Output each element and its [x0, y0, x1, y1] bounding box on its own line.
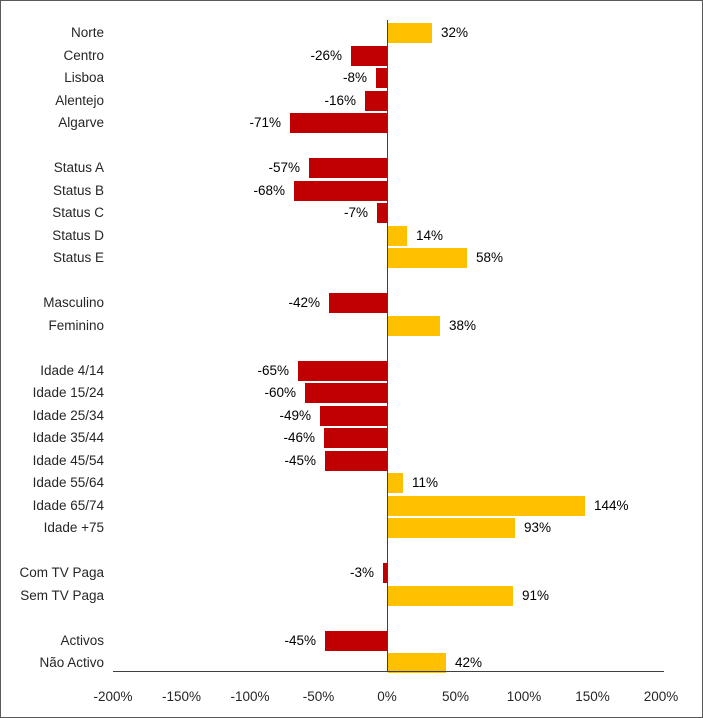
bar-value-label: -16%	[324, 92, 356, 108]
bar-idade-15-24[interactable]	[305, 383, 387, 403]
bar-value-label: 11%	[412, 475, 439, 490]
category-label: Status C	[52, 205, 104, 220]
category-label: Idade 45/54	[32, 452, 104, 468]
x-tick-label: 0%	[377, 689, 397, 704]
category-label: Alentejo	[55, 92, 104, 108]
category-label: Idade 15/24	[32, 385, 104, 400]
bar-centro[interactable]	[351, 45, 387, 66]
x-tick-label: -50%	[302, 689, 335, 704]
category-label: Não Activo	[39, 655, 104, 670]
x-tick-label: 100%	[506, 689, 542, 704]
category-label: Idade +75	[43, 520, 104, 535]
category-label: Idade 65/74	[32, 497, 104, 513]
category-label: Lisboa	[64, 70, 104, 85]
bar-alentejo[interactable]	[365, 90, 387, 111]
bar-value-label: 93%	[524, 520, 552, 535]
bar-value-label: 42%	[455, 655, 483, 670]
bar-idade-55-64[interactable]	[388, 473, 403, 493]
bar-value-label: -65%	[257, 362, 289, 378]
bar-value-label: 38%	[449, 317, 477, 333]
bar-idade-45-54[interactable]	[325, 450, 387, 471]
bar-value-label: -46%	[283, 430, 315, 445]
bar-idade-35-44[interactable]	[324, 428, 387, 448]
x-tick-label: -100%	[230, 689, 270, 704]
category-label: Norte	[70, 25, 104, 40]
bar-value-label: -57%	[268, 160, 300, 175]
category-label: Status B	[52, 182, 104, 198]
x-tick-label: 200%	[643, 689, 679, 704]
bar-status-a[interactable]	[309, 158, 387, 178]
category-label: Idade 25/34	[32, 407, 104, 423]
bar-masculino[interactable]	[329, 293, 387, 313]
bar-idade-25-34[interactable]	[320, 405, 387, 426]
bar-status-e[interactable]	[388, 248, 467, 268]
category-label: Centro	[63, 47, 104, 63]
category-label: Com TV Paga	[19, 565, 104, 580]
category-label: Idade 4/14	[40, 362, 104, 378]
category-label: Sem TV Paga	[20, 587, 104, 603]
bar-lisboa[interactable]	[376, 68, 387, 88]
category-label: Masculino	[43, 295, 104, 310]
bar-idade-4-14[interactable]	[298, 360, 387, 381]
category-label: Idade 55/64	[32, 475, 104, 490]
zero-axis-line	[387, 20, 388, 671]
bar-value-label: -45%	[284, 632, 316, 648]
bar-idade-75[interactable]	[388, 518, 515, 538]
x-tick-label: 50%	[441, 689, 470, 704]
x-tick-label: 150%	[575, 689, 610, 704]
category-label: Status E	[52, 250, 104, 265]
bar-value-label: -26%	[310, 47, 342, 63]
category-label: Feminino	[48, 317, 104, 333]
bar-status-c[interactable]	[377, 203, 387, 223]
x-axis-line	[113, 671, 664, 672]
bar-status-d[interactable]	[388, 225, 407, 246]
bar-norte[interactable]	[388, 23, 432, 43]
bar-sem-tv-paga[interactable]	[388, 585, 513, 606]
bar-value-label: 14%	[416, 227, 444, 243]
x-tick-label: -200%	[93, 689, 133, 704]
category-label: Algarve	[58, 115, 104, 130]
bar-n-o-activo[interactable]	[388, 653, 446, 673]
bar-value-label: -8%	[342, 70, 367, 85]
bar-value-label: -49%	[279, 407, 311, 423]
category-label: Status A	[53, 160, 104, 175]
bar-value-label: -42%	[288, 295, 320, 310]
bar-feminino[interactable]	[388, 315, 440, 336]
category-label: Activos	[60, 632, 104, 648]
bar-value-label: 144%	[594, 497, 629, 513]
bar-idade-65-74[interactable]	[388, 495, 585, 516]
bar-value-label: 58%	[476, 250, 504, 265]
bar-value-label: -68%	[253, 182, 285, 198]
category-label: Idade 35/44	[32, 430, 104, 445]
bar-value-label: -7%	[343, 205, 368, 220]
bar-status-b[interactable]	[294, 180, 387, 201]
bar-activos[interactable]	[325, 630, 387, 651]
bar-value-label: 32%	[441, 25, 469, 40]
bar-algarve[interactable]	[290, 113, 387, 133]
bar-value-label: -3%	[349, 565, 374, 580]
bar-value-label: 91%	[522, 587, 550, 603]
bar-com-tv-paga[interactable]	[383, 563, 387, 583]
bar-value-label: -60%	[264, 385, 296, 400]
x-tick-label: -150%	[161, 689, 202, 704]
bar-value-label: -71%	[249, 115, 281, 130]
bar-value-label: -45%	[284, 452, 316, 468]
category-label: Status D	[52, 227, 104, 243]
